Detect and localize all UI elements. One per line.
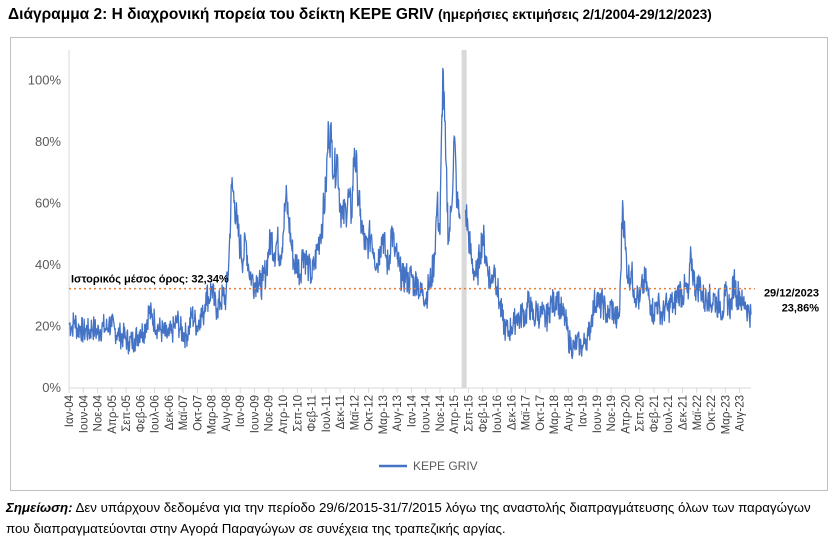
y-tick-label: 100% <box>28 73 62 88</box>
x-tick-label: Φεβ-21 <box>649 395 661 433</box>
x-tick-label: Απρ-15 <box>449 395 461 434</box>
x-tick-label: Δεκ-11 <box>335 395 347 429</box>
x-tick-label: Μαϊ-22 <box>692 395 704 430</box>
x-tick-label: Αυγ-13 <box>392 395 404 431</box>
x-tick-label: Ιουν-04 <box>78 394 90 433</box>
legend-label-kepe-griv: KEPE GRIV <box>413 459 478 473</box>
chart-note: Σημείωση: Δεν υπάρχουν δεδομένα για την … <box>6 497 831 539</box>
x-tick-label: Ιουλ-16 <box>492 395 504 433</box>
series-line-kepe-griv <box>464 199 752 360</box>
x-tick-label: Νοε-14 <box>435 394 447 431</box>
x-tick-label: Φεβ-11 <box>307 395 319 432</box>
x-tick-label: Μαρ-18 <box>549 395 561 434</box>
x-tick-label: Σεπ-05 <box>121 395 133 432</box>
chart-title-main: Διάγραμμα 2: Η διαχρονική πορεία του δεί… <box>8 6 434 23</box>
x-tick-label: Ιουλ-21 <box>663 395 675 433</box>
x-tick-label: Μαρ-23 <box>720 395 732 434</box>
historical-mean-label: Ιστορικός μέσος όρος: 32,34% <box>71 274 229 286</box>
x-tick-label: Νοε-04 <box>93 394 105 431</box>
end-value-label: 23,86% <box>782 303 820 315</box>
x-tick-label: Σεπ-15 <box>463 395 475 432</box>
chart-frame: Ιστορικός μέσος όρος: 32,34% Ιαν-04 Ιουν-… <box>10 37 828 491</box>
x-tick-label: Νοε-19 <box>606 395 618 431</box>
x-tick-label: Αυγ-08 <box>221 395 233 431</box>
x-tick-label: Απρ-10 <box>278 395 290 434</box>
x-tick-label: Ιουν-09 <box>249 395 261 433</box>
x-tick-label: Απρ-20 <box>620 395 632 434</box>
chart-title: Διάγραμμα 2: Η διαχρονική πορεία του δεί… <box>8 6 712 24</box>
y-tick-label: 0% <box>42 380 61 395</box>
x-tick-label: Μαρ-13 <box>378 395 390 434</box>
x-tick-label: Δεκ-16 <box>506 395 518 430</box>
x-tick-label: Ιαν-14 <box>406 394 418 427</box>
kepe-griv-line-chart: Ιστορικός μέσος όρος: 32,34% Ιαν-04 Ιουν-… <box>28 50 820 473</box>
series-line-kepe-griv <box>68 67 461 355</box>
x-tick-label: Ιαν-09 <box>235 395 247 427</box>
x-tick-label: Ιουν-19 <box>592 395 604 433</box>
gap-band <box>461 50 467 388</box>
x-tick-label: Ιαν-19 <box>578 395 590 427</box>
note-text: Δεν υπάρχουν δεδομένα για την περίοδο 29… <box>6 500 811 536</box>
x-tick-label: Ιουλ-06 <box>150 395 162 433</box>
x-tick-label: Οκτ-12 <box>364 395 376 431</box>
x-tick-label: Οκτ-17 <box>535 395 547 431</box>
end-date-label: 29/12/2023 <box>764 288 819 300</box>
x-tick-label: Αυγ-18 <box>563 395 575 431</box>
x-tick-label: Φεβ-16 <box>478 395 490 433</box>
x-tick-label: Οκτ-22 <box>706 395 718 431</box>
y-tick-label: 80% <box>35 134 61 149</box>
x-tick-label: Μαϊ-12 <box>349 395 361 430</box>
x-tick-label: Νοε-09 <box>264 395 276 431</box>
x-tick-label: Απρ-05 <box>107 395 119 434</box>
x-tick-label: Μαρ-08 <box>207 395 219 434</box>
x-tick-label: Φεβ-06 <box>135 395 147 433</box>
x-tick-label: Οκτ-07 <box>192 395 204 431</box>
y-tick-label: 40% <box>35 257 61 272</box>
x-tick-label: Σεπ-20 <box>635 395 647 432</box>
y-tick-label: 20% <box>35 319 61 334</box>
x-tick-label: Μαϊ-17 <box>521 395 533 430</box>
chart-title-sub: (ημερήσιες εκτιμήσεις 2/1/2004-29/12/202… <box>438 7 712 22</box>
x-tick-label: Ιουλ-11 <box>321 395 333 432</box>
note-label: Σημείωση: <box>6 500 73 515</box>
y-tick-label: 60% <box>35 196 61 211</box>
x-tick-label: Δεκ-06 <box>164 395 176 430</box>
x-tick-label: Δεκ-21 <box>678 395 690 430</box>
x-tick-label: Σεπ-10 <box>292 395 304 432</box>
x-tick-label: Ιουν-14 <box>421 394 433 433</box>
x-tick-label: Μαϊ-07 <box>178 395 190 430</box>
x-tick-label: Αυγ-23 <box>735 395 747 431</box>
x-tick-label: Ιαν-04 <box>64 394 76 427</box>
